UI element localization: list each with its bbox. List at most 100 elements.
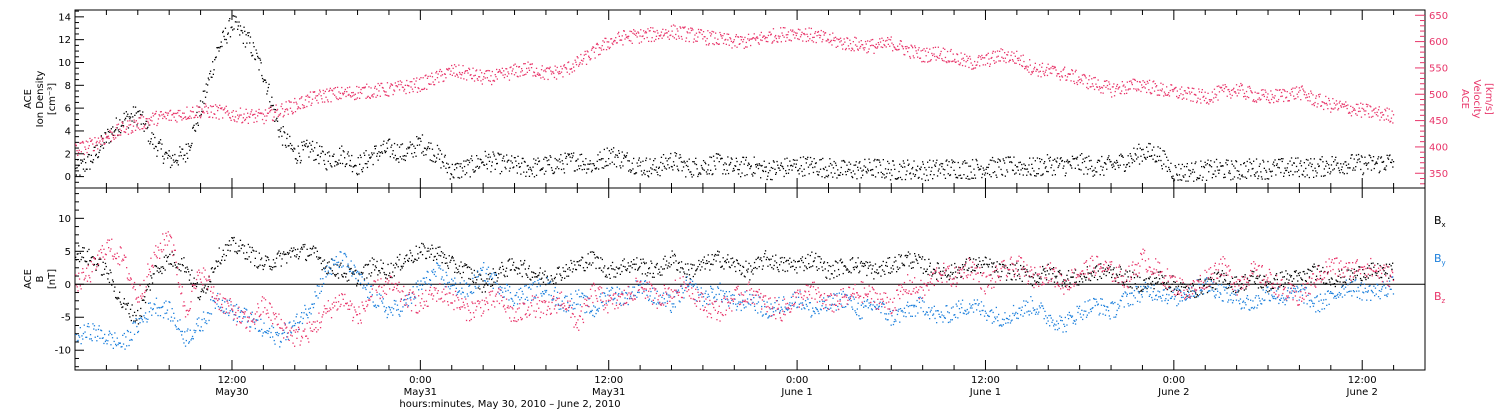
bx-point [717, 250, 719, 252]
velocity-point [930, 59, 932, 61]
bx-point [983, 263, 986, 265]
velocity-point [236, 121, 238, 123]
bx-point [583, 269, 585, 272]
bx-point [119, 291, 121, 293]
bx-point [727, 254, 729, 256]
density-point [453, 177, 455, 179]
velocity-point [189, 115, 191, 117]
bx-point [112, 281, 114, 283]
velocity-point [775, 37, 777, 40]
density-point [348, 155, 350, 157]
velocity-point [181, 119, 183, 121]
density-point [1091, 165, 1093, 167]
density-point [416, 136, 418, 138]
velocity-point [416, 91, 419, 93]
velocity-point [823, 34, 825, 36]
bx-point [731, 257, 734, 259]
velocity-point [728, 44, 730, 46]
bx-point [98, 258, 100, 260]
density-point [296, 159, 299, 162]
velocity-point [814, 31, 817, 33]
density-point [1151, 149, 1153, 151]
bx-point [508, 259, 510, 261]
velocity-point [1202, 96, 1204, 98]
velocity-point [327, 101, 329, 103]
velocity-point [695, 32, 698, 34]
bx-point [961, 264, 964, 266]
bx-point [471, 272, 473, 274]
velocity-point [381, 82, 383, 85]
density-point [1326, 162, 1328, 164]
density-point [877, 172, 879, 174]
velocity-point [878, 43, 880, 46]
bx-point [198, 297, 200, 299]
velocity-point [495, 76, 497, 78]
density-point [1323, 175, 1325, 177]
velocity-point [753, 33, 755, 35]
velocity-point [355, 98, 357, 100]
velocity-point [677, 30, 679, 32]
bx-point [489, 272, 491, 275]
velocity-point [1189, 93, 1191, 95]
bx-point [526, 274, 528, 276]
bx-point [114, 286, 116, 288]
density-point [379, 152, 381, 154]
density-point [1250, 163, 1253, 165]
density-point [130, 113, 132, 115]
bx-point [884, 273, 886, 275]
density-point [837, 174, 840, 176]
velocity-point [261, 118, 264, 121]
velocity-point [1208, 103, 1210, 105]
velocity-point [1061, 75, 1063, 77]
density-point [161, 143, 163, 145]
velocity-point [1033, 68, 1035, 70]
density-point [643, 169, 645, 172]
velocity-point [102, 138, 105, 140]
velocity-point [560, 65, 562, 68]
bx-point [254, 257, 256, 259]
bx-point [932, 268, 935, 270]
density-point [194, 129, 196, 132]
velocity-point [329, 87, 331, 89]
density-point [204, 90, 206, 92]
density-point [363, 152, 365, 154]
bx-point [810, 266, 812, 268]
density-point [1336, 162, 1338, 164]
velocity-point [1155, 86, 1157, 88]
density-point [604, 165, 606, 167]
velocity-point [1077, 80, 1079, 82]
density-point [260, 62, 262, 64]
velocity-point [164, 111, 167, 114]
velocity-point [637, 31, 639, 33]
velocity-point [1049, 72, 1051, 74]
velocity-point [491, 70, 493, 73]
density-point [1239, 178, 1241, 180]
density-point [816, 170, 818, 173]
bx-point [948, 279, 950, 281]
density-point [633, 157, 635, 160]
density-point [524, 161, 526, 163]
velocity-point [132, 125, 135, 127]
velocity-point [395, 85, 397, 87]
velocity-point [453, 64, 456, 66]
bx-point [803, 269, 805, 272]
bx-point [169, 253, 171, 256]
bx-point [108, 281, 111, 284]
density-point [1244, 176, 1246, 178]
velocity-point [371, 95, 373, 97]
velocity-point [1320, 105, 1322, 107]
density-point [757, 164, 759, 167]
bx-point [102, 261, 104, 263]
velocity-point [960, 52, 962, 54]
density-point [686, 160, 688, 163]
bx-point [154, 265, 156, 267]
density-point [436, 144, 439, 147]
bx-point [348, 268, 351, 270]
bx-point [589, 251, 592, 253]
velocity-point [971, 64, 974, 66]
velocity-point [763, 35, 765, 37]
density-point [1350, 154, 1353, 156]
density-point [898, 170, 900, 173]
velocity-point [962, 57, 964, 59]
velocity-point [376, 88, 378, 90]
